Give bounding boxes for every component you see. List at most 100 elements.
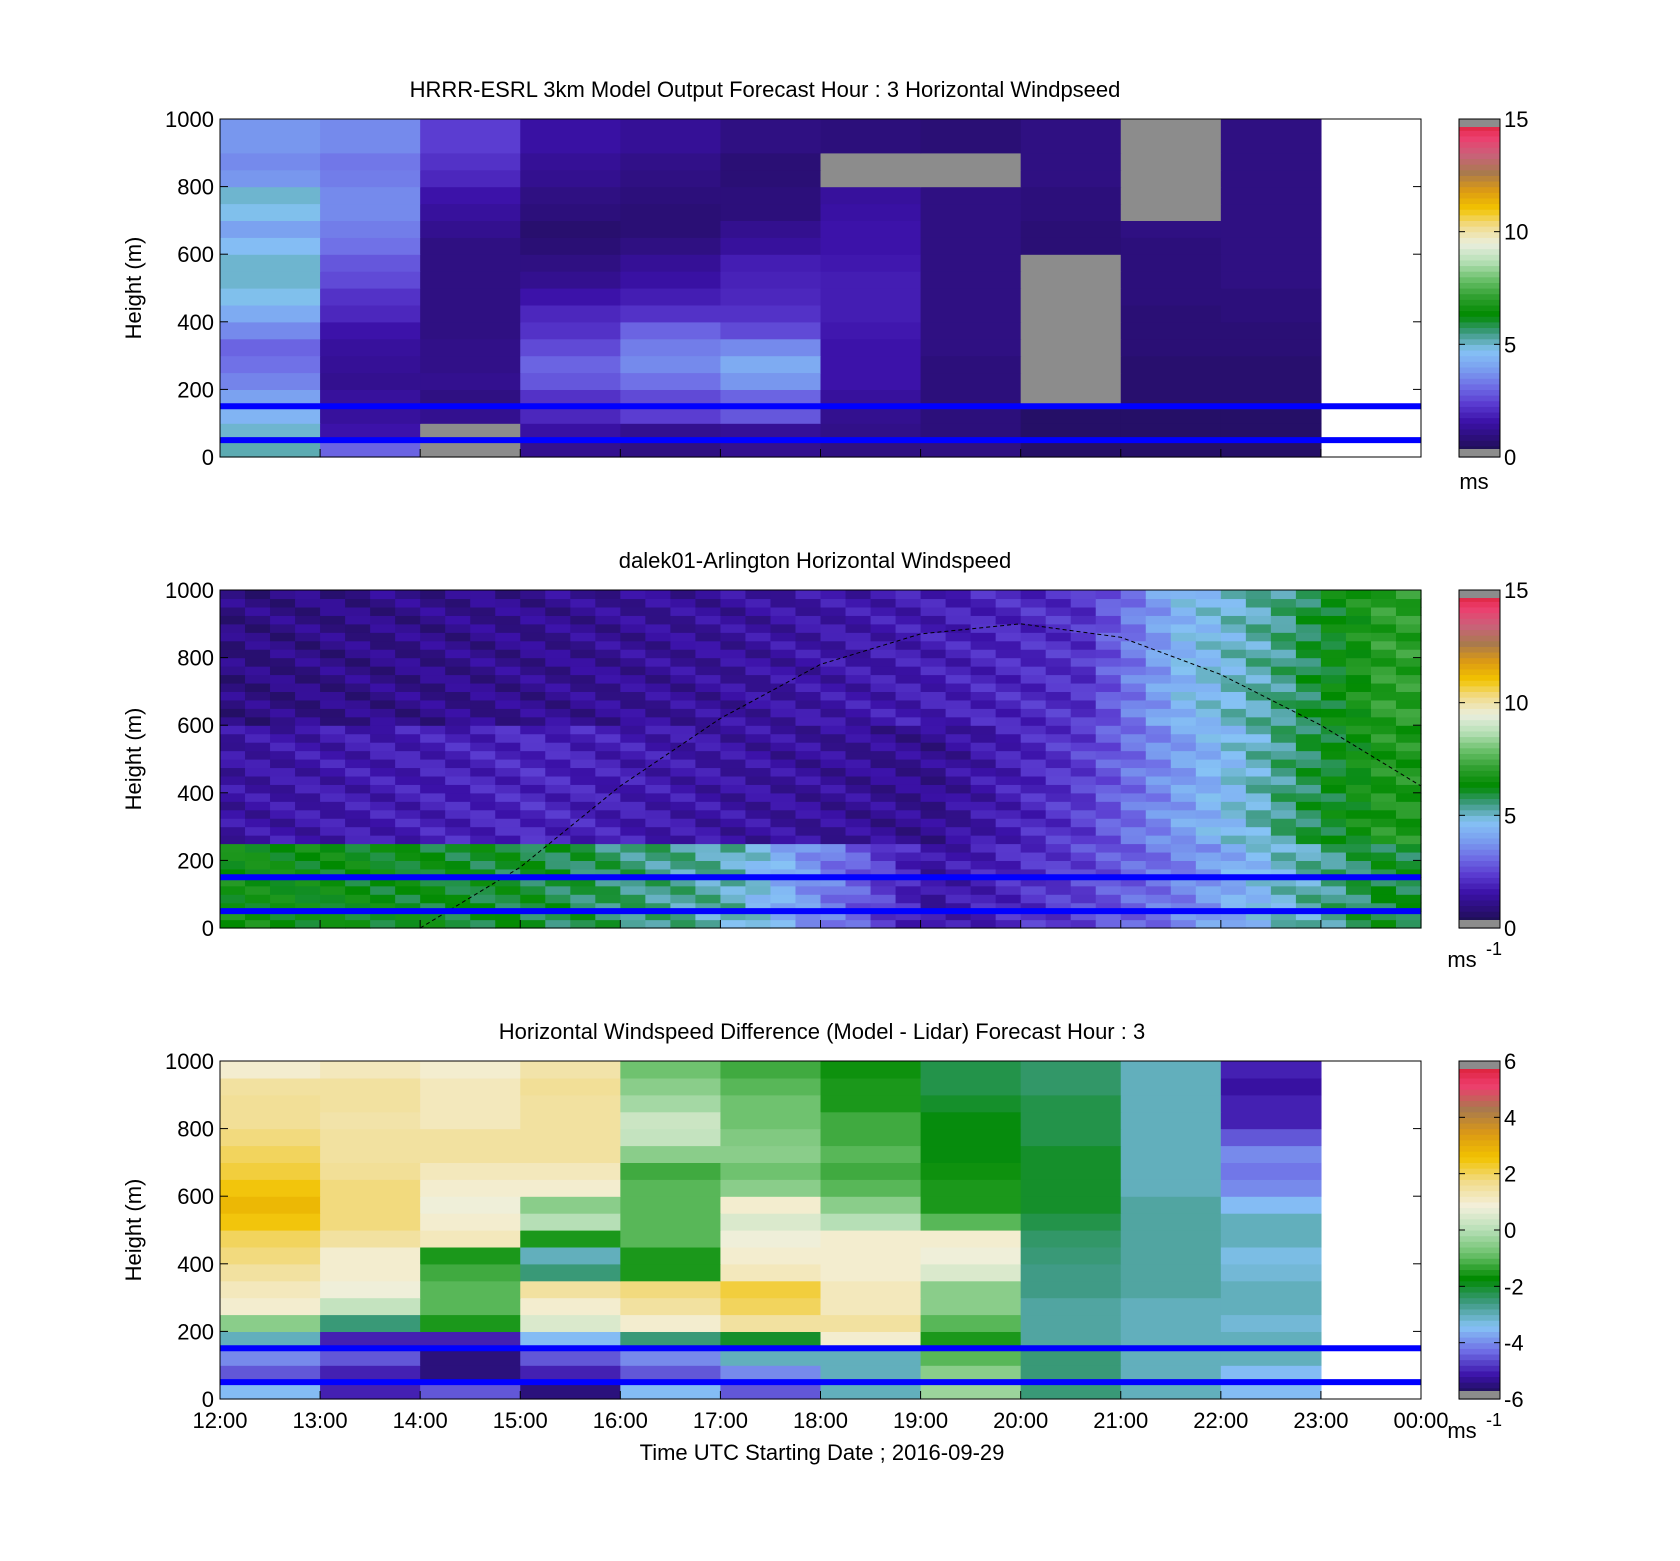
heatmap-cell xyxy=(570,725,596,735)
heatmap-cell xyxy=(895,775,922,785)
heatmap-cell xyxy=(620,1246,722,1265)
y-tick-label: 400 xyxy=(177,1252,214,1277)
heatmap-cell xyxy=(570,894,596,904)
heatmap-cell xyxy=(1220,1382,1322,1400)
heatmap-cell xyxy=(795,682,822,692)
colorbar-swatch xyxy=(1459,1145,1500,1152)
heatmap-cell xyxy=(1120,304,1222,323)
y-tick-label: 1000 xyxy=(165,578,214,603)
colorbar-swatch xyxy=(1459,651,1500,659)
colorbar-tick-label: 6 xyxy=(1504,1049,1516,1074)
heatmap-cell xyxy=(420,1162,521,1180)
heatmap-cell xyxy=(395,851,421,861)
heatmap-cell xyxy=(245,725,271,735)
heatmap-cell xyxy=(1145,750,1172,760)
heatmap-cell xyxy=(1070,902,1097,912)
heatmap-cell xyxy=(470,733,496,743)
heatmap-cell xyxy=(245,615,271,625)
heatmap-cell xyxy=(920,203,1022,221)
heatmap-cell xyxy=(720,1331,822,1349)
heatmap-cell xyxy=(1245,851,1272,861)
heatmap-cell xyxy=(720,632,747,642)
heatmap-cell xyxy=(820,1365,922,1383)
heatmap-cell xyxy=(645,590,671,600)
heatmap-cell xyxy=(870,699,897,709)
heatmap-cell xyxy=(695,767,722,777)
y-tick-label: 200 xyxy=(177,1319,214,1344)
heatmap-cell xyxy=(1220,220,1322,238)
heatmap-cell xyxy=(1170,843,1197,853)
heatmap-cell xyxy=(645,759,671,769)
heatmap-cell xyxy=(420,598,446,608)
heatmap-cell xyxy=(1095,708,1122,718)
heatmap-cell xyxy=(1120,623,1147,633)
heatmap-cell xyxy=(1320,742,1347,752)
heatmap-cell xyxy=(1120,1196,1222,1214)
heatmap-cell xyxy=(1370,733,1397,743)
heatmap-cell xyxy=(620,606,646,616)
heatmap-cell xyxy=(595,682,621,692)
heatmap-cell xyxy=(1270,902,1297,912)
heatmap-cell xyxy=(695,598,722,608)
heatmap-cell xyxy=(295,733,321,743)
heatmap-cell xyxy=(920,826,947,836)
heatmap-cell xyxy=(920,1263,1022,1282)
heatmap-cell xyxy=(820,775,847,785)
heatmap-cell xyxy=(1220,919,1247,929)
heatmap-cell xyxy=(645,877,671,887)
heatmap-cell xyxy=(1345,801,1372,811)
heatmap-cell xyxy=(470,623,496,633)
colorbar-swatch xyxy=(1459,1325,1500,1332)
heatmap-cell xyxy=(220,1280,321,1299)
heatmap-cell xyxy=(495,902,521,912)
heatmap-cell xyxy=(795,851,822,861)
colorbar-swatch xyxy=(1459,1387,1500,1394)
heatmap-cell xyxy=(1395,843,1422,853)
heatmap-cell xyxy=(320,406,421,424)
heatmap-cell xyxy=(745,902,772,912)
heatmap-cell xyxy=(745,767,772,777)
x-tick-label: 12:00 xyxy=(192,1408,247,1433)
heatmap-cell xyxy=(1120,1314,1222,1332)
heatmap-cell xyxy=(395,759,421,769)
heatmap-cell xyxy=(620,843,646,853)
heatmap-cell xyxy=(720,674,747,684)
heatmap-cell xyxy=(1395,826,1422,836)
heatmap-cell xyxy=(245,885,271,895)
heatmap-cell xyxy=(645,792,671,802)
heatmap-cell xyxy=(295,775,321,785)
heatmap-cell xyxy=(570,843,596,853)
heatmap-cell xyxy=(1220,440,1322,458)
heatmap-cell xyxy=(995,809,1022,819)
heatmap-cell xyxy=(320,355,421,374)
heatmap-cell xyxy=(845,775,872,785)
heatmap-cell xyxy=(1045,606,1072,616)
heatmap-cell xyxy=(720,902,747,912)
heatmap-cell xyxy=(220,1263,321,1282)
heatmap-cell xyxy=(1145,598,1172,608)
heatmap-cell xyxy=(695,835,722,845)
heatmap-cell xyxy=(495,725,521,735)
heatmap-cell xyxy=(395,632,421,642)
heatmap-cell xyxy=(395,640,421,650)
heatmap-cell xyxy=(1395,775,1422,785)
heatmap-cell xyxy=(1370,902,1397,912)
heatmap-cell xyxy=(820,792,847,802)
heatmap-cell xyxy=(495,775,521,785)
colorbar-swatch xyxy=(1459,1201,1500,1209)
heatmap-cell xyxy=(1295,809,1322,819)
colorbar-swatch xyxy=(1459,186,1500,193)
heatmap-cell xyxy=(745,775,772,785)
heatmap-cell xyxy=(445,902,471,912)
heatmap-cell xyxy=(245,742,271,752)
heatmap-cell xyxy=(870,835,897,845)
heatmap-cell xyxy=(345,801,371,811)
heatmap-cell xyxy=(645,615,671,625)
heatmap-cell xyxy=(870,860,897,870)
heatmap-cell xyxy=(920,851,947,861)
colorbar-swatch xyxy=(1459,355,1500,362)
heatmap-cell xyxy=(520,868,546,878)
heatmap-cell xyxy=(1295,716,1322,726)
heatmap-cell xyxy=(720,237,822,255)
heatmap-cell xyxy=(1095,733,1122,743)
